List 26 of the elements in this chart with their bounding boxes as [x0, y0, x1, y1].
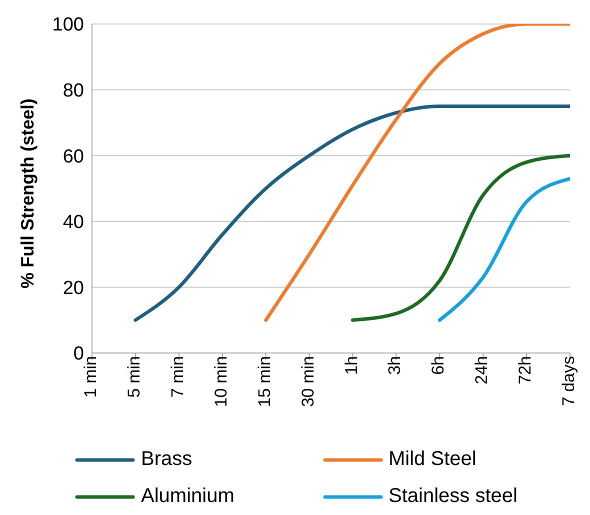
y-tick-label: 100 — [52, 14, 84, 36]
x-tick-label: 15 min — [254, 356, 274, 408]
x-tick-label: 30 min — [298, 356, 318, 408]
x-tick-label: 6h — [428, 356, 448, 375]
x-tick-label: 10 min — [211, 356, 230, 408]
x-tick-label: 3h — [385, 356, 404, 375]
y-tick-label: 20 — [62, 278, 84, 299]
x-tick-label: 7 min — [168, 356, 187, 398]
y-tick-label: 80 — [62, 80, 84, 102]
line-series — [350, 154, 570, 322]
legend-label: Mild Steel — [388, 448, 476, 471]
y-tick-label: 40 — [62, 212, 84, 234]
x-tick-label: 5 min — [124, 356, 144, 398]
x-tick-label: 7 days — [559, 356, 578, 406]
x-tick-label: 24h — [472, 356, 492, 384]
y-axis-title: % Full Strength (steel) — [17, 98, 38, 288]
line-series — [438, 176, 570, 322]
legend-label: Aluminium — [141, 485, 234, 508]
line-series — [264, 24, 570, 322]
legend-label: Stainless steel — [388, 485, 518, 508]
legend-label: Brass — [141, 448, 192, 471]
x-tick-label: 72h — [516, 356, 535, 384]
y-tick-label: 0 — [73, 344, 84, 365]
line-series — [134, 104, 570, 322]
x-tick-label: 1h — [342, 356, 361, 375]
y-tick-label: 60 — [62, 146, 84, 168]
